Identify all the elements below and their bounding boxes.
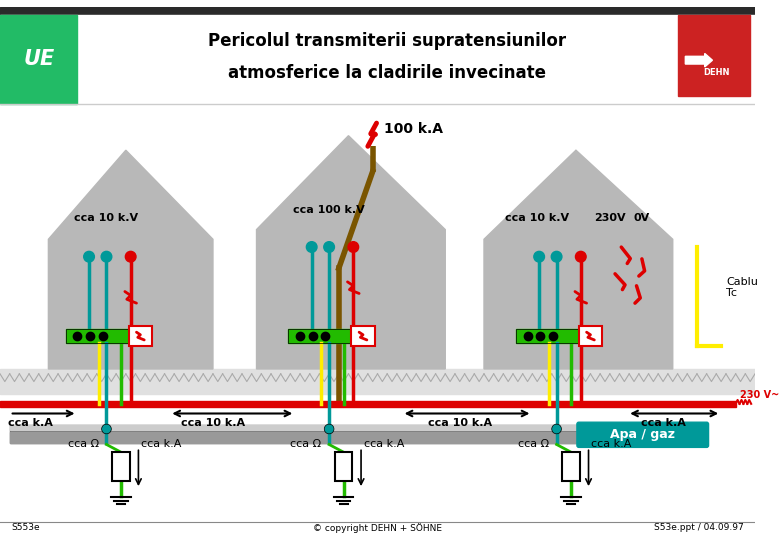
Bar (516, 329, 583, 343)
Bar (579, 326, 602, 346)
Text: Cablu
Tc: Cablu Tc (726, 277, 758, 299)
Bar (0, 401, 736, 407)
FancyArrow shape (686, 53, 712, 67)
Text: cca 10 k.A: cca 10 k.A (181, 418, 245, 428)
Bar (562, 452, 580, 481)
Circle shape (576, 251, 586, 262)
Circle shape (101, 251, 112, 262)
Text: cca 10 k.V: cca 10 k.V (74, 213, 139, 223)
Bar (66, 329, 133, 343)
Bar (0, 369, 755, 394)
Text: cca Ω: cca Ω (68, 440, 99, 449)
Bar (112, 452, 129, 481)
Text: DEHN: DEHN (703, 68, 729, 77)
Text: cca 10 k.V: cca 10 k.V (505, 213, 569, 223)
Text: UE: UE (23, 49, 55, 69)
Text: cca Ω: cca Ω (518, 440, 549, 449)
Circle shape (126, 251, 136, 262)
Bar (351, 326, 374, 346)
Polygon shape (48, 150, 213, 369)
Circle shape (83, 251, 94, 262)
Bar (335, 452, 353, 481)
Text: cca k.A: cca k.A (364, 440, 404, 449)
Circle shape (324, 242, 335, 252)
Bar (289, 329, 356, 343)
Bar (66, 329, 133, 343)
Text: 100 k.A: 100 k.A (385, 122, 443, 136)
Text: cca k.A: cca k.A (141, 440, 182, 449)
Bar (678, 15, 750, 96)
Text: Apa / gaz: Apa / gaz (610, 428, 675, 441)
Polygon shape (257, 136, 445, 369)
Circle shape (348, 242, 359, 252)
Circle shape (551, 424, 562, 434)
Text: cca 10 k.A: cca 10 k.A (427, 418, 492, 428)
Bar (0, 7, 755, 15)
Bar (9, 432, 707, 443)
Text: S553e: S553e (12, 523, 41, 532)
Circle shape (551, 251, 562, 262)
Circle shape (101, 424, 112, 434)
Circle shape (307, 242, 317, 252)
Text: cca k.A: cca k.A (640, 418, 686, 428)
Text: 230V: 230V (594, 213, 626, 223)
Circle shape (534, 251, 544, 262)
Polygon shape (484, 150, 672, 369)
Text: atmosferice la cladirile invecinate: atmosferice la cladirile invecinate (229, 64, 546, 82)
Bar (129, 326, 152, 346)
Text: © copyright DEHN + SÖHNE: © copyright DEHN + SÖHNE (313, 523, 442, 532)
Text: cca k.A: cca k.A (8, 418, 52, 428)
Text: cca k.A: cca k.A (591, 440, 632, 449)
Text: cca 100 k.V: cca 100 k.V (293, 205, 365, 215)
Text: cca Ω: cca Ω (290, 440, 321, 449)
Text: Pericolul transmiterii supratensiunilor: Pericolul transmiterii supratensiunilor (208, 32, 566, 50)
Bar (289, 329, 356, 343)
FancyBboxPatch shape (577, 422, 708, 447)
Bar (9, 425, 707, 430)
Text: S53e.ppt / 04.09.97: S53e.ppt / 04.09.97 (654, 523, 743, 532)
Bar (9, 425, 707, 443)
Circle shape (324, 424, 334, 434)
Bar (0, 15, 755, 104)
Bar (516, 329, 583, 343)
Text: 0V: 0V (633, 213, 650, 223)
Bar (0, 15, 77, 104)
Text: 230 V~: 230 V~ (739, 390, 778, 400)
